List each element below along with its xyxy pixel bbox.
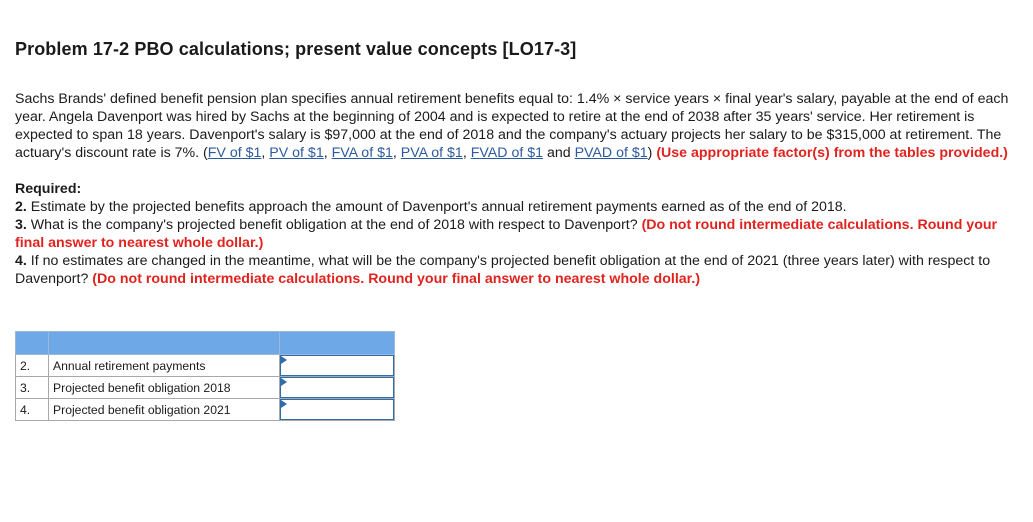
link-fva-of-1[interactable]: FVA of $1 (331, 145, 393, 161)
row-label: Projected benefit obligation 2018 (48, 376, 280, 399)
link-pva-of-1[interactable]: PVA of $1 (400, 145, 463, 161)
input-flag-icon (281, 378, 287, 386)
row-label: Annual retirement payments (48, 354, 280, 377)
table-row: 2. Annual retirement payments (15, 354, 395, 377)
annual-retirement-payments-input[interactable] (280, 355, 394, 376)
input-flag-icon (281, 400, 287, 408)
row-number: 2. (15, 354, 49, 377)
problem-title: Problem 17-2 PBO calculations; present v… (15, 39, 577, 59)
answer-table-header (15, 331, 395, 355)
link-fvad-of-1[interactable]: FVAD of $1 (470, 145, 543, 161)
pbo-2018-input[interactable] (280, 377, 394, 398)
required-item-3: 3. What is the company's projected benef… (15, 217, 998, 251)
required-heading: Required: (15, 181, 82, 197)
input-flag-icon (281, 356, 287, 364)
row-label: Projected benefit obligation 2021 (48, 398, 280, 421)
problem-intro: Sachs Brands' defined benefit pension pl… (15, 91, 1009, 161)
table-row: 4. Projected benefit obligation 2021 (15, 398, 395, 421)
row-number: 4. (15, 398, 49, 421)
answer-table: 2. Annual retirement payments 3. Project… (15, 331, 395, 421)
required-item-4: 4. If no estimates are changed in the me… (15, 253, 991, 287)
row-number: 3. (15, 376, 49, 399)
problem-body: Sachs Brands' defined benefit pension pl… (15, 90, 1015, 288)
link-pvad-of-1[interactable]: PVAD of $1 (574, 145, 648, 161)
required-item-2: 2. Estimate by the projected benefits ap… (15, 199, 847, 215)
table-row: 3. Projected benefit obligation 2018 (15, 376, 395, 399)
rounding-instruction: (Do not round intermediate calculations.… (15, 217, 998, 251)
intro-text: Sachs Brands' defined benefit pension pl… (15, 91, 1009, 161)
factor-instruction: (Use appropriate factor(s) from the tabl… (656, 145, 1008, 161)
link-pv-of-1[interactable]: PV of $1 (269, 145, 324, 161)
pbo-2021-input[interactable] (280, 399, 394, 420)
link-fv-of-1[interactable]: FV of $1 (207, 145, 262, 161)
rounding-instruction: (Do not round intermediate calculations.… (92, 271, 701, 287)
